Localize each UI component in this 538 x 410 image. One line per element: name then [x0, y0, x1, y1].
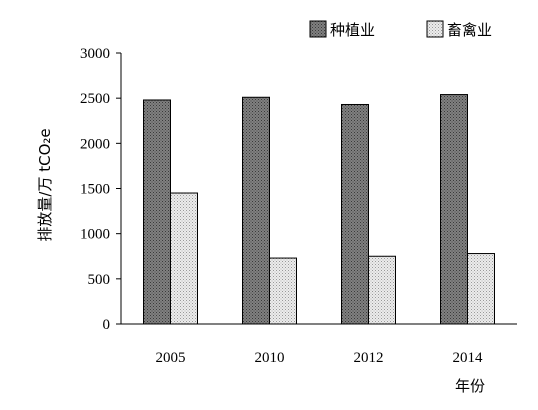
x-tick-label: 2005 — [156, 350, 186, 366]
y-tick-label: 1000 — [80, 227, 110, 243]
legend-label-planting: 种植业 — [330, 21, 375, 39]
y-tick-label: 2500 — [80, 91, 110, 107]
bar-planting-2010 — [242, 96, 270, 325]
plot-area: 2005 2010 2012 2014 0 500 1000 1500 2000 2500 3000 — [80, 46, 517, 366]
bar-livestock-2014 — [467, 253, 495, 325]
bar-planting-2005 — [143, 99, 171, 325]
y-tick-label: 2000 — [80, 136, 110, 152]
legend-swatch-planting — [309, 20, 327, 38]
x-axis-label: 年份 — [455, 377, 485, 395]
legend-swatch-livestock — [426, 20, 444, 38]
y-tick-label: 0 — [103, 317, 111, 333]
y-tick-label: 3000 — [80, 46, 110, 62]
bar-planting-2012 — [341, 103, 369, 325]
x-tick-label: 2010 — [255, 350, 285, 366]
legend: 种植业 畜禽业 — [309, 20, 492, 39]
x-tick-label: 2014 — [453, 350, 484, 366]
legend-label-livestock: 畜禽业 — [447, 21, 492, 39]
y-axis-label: 排放量/万 tCO₂e — [36, 128, 54, 241]
y-tick-label: 500 — [88, 272, 111, 288]
y-tick-label: 1500 — [80, 182, 110, 198]
bar-livestock-2012 — [368, 255, 396, 325]
x-tick-label: 2012 — [354, 350, 384, 366]
bar-planting-2014 — [440, 94, 468, 325]
bar-livestock-2010 — [269, 257, 297, 325]
bar-livestock-2005 — [170, 192, 198, 325]
